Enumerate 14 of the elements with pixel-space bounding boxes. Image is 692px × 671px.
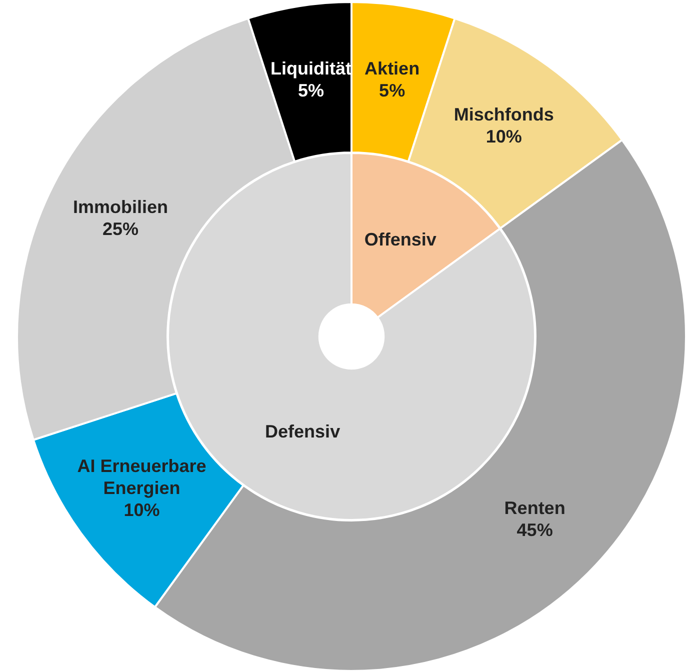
slice-label: AI Erneuerbare Energien	[76, 455, 206, 498]
slice-label: Offensiv	[364, 228, 436, 249]
data-label: 10%	[123, 499, 160, 520]
data-label: 5%	[378, 80, 405, 100]
slice-label: Immobilien	[72, 196, 168, 216]
slice-label: Mischfonds	[453, 104, 554, 124]
slice-label: Liquidität	[270, 58, 351, 78]
slice-label: Renten	[504, 497, 565, 518]
slice-label: Defensiv	[264, 421, 340, 442]
slice-label: Aktien	[364, 58, 420, 78]
data-label: 45%	[516, 519, 552, 540]
data-label: 25%	[102, 218, 138, 238]
data-label: 10%	[485, 126, 522, 146]
data-label: 5%	[297, 80, 324, 100]
